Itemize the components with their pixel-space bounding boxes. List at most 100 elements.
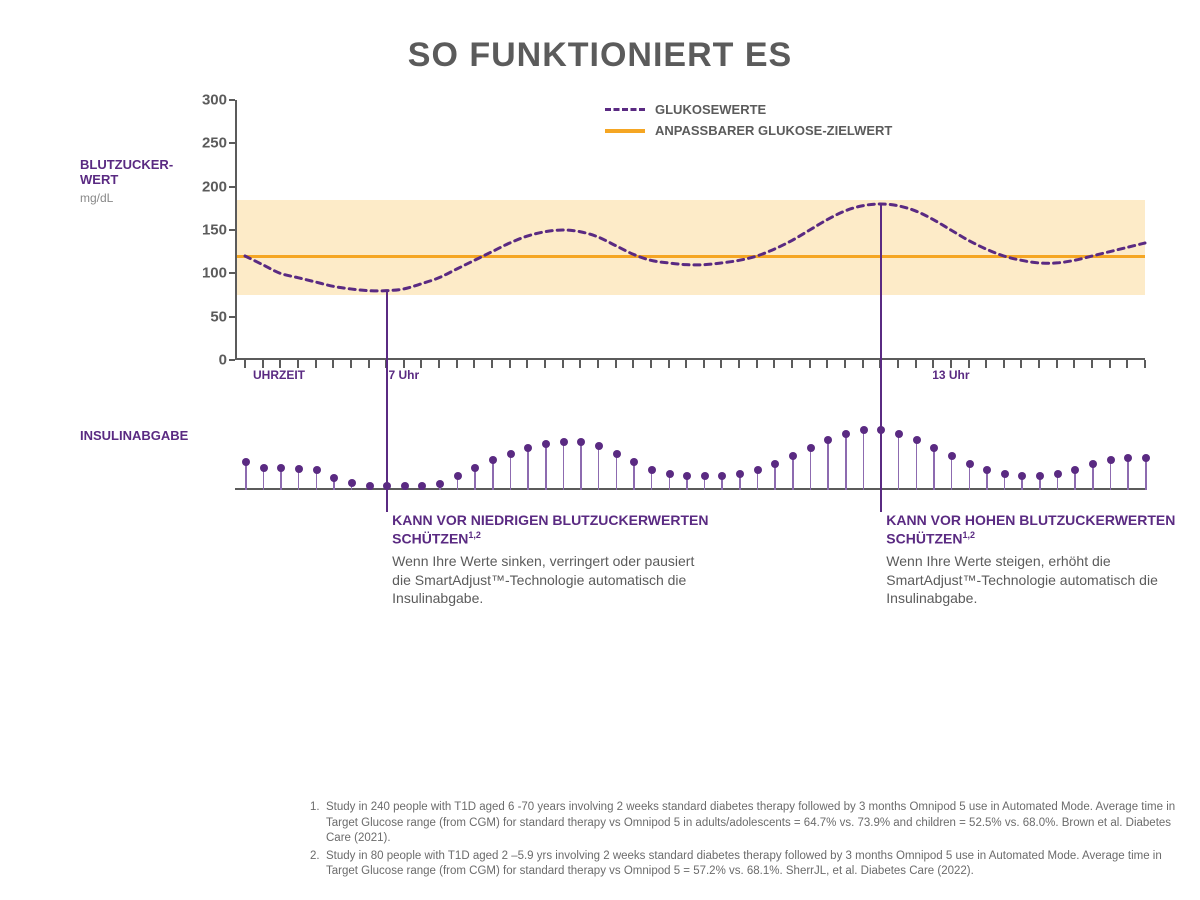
insulin-stem xyxy=(933,448,935,490)
x-tick-mark xyxy=(650,360,652,368)
insulin-dot xyxy=(948,452,956,460)
y-tick-label: 0 xyxy=(187,352,227,369)
y-tick-label: 150 xyxy=(187,222,227,239)
insulin-stem xyxy=(1074,470,1076,490)
insulin-stem xyxy=(845,434,847,490)
insulin-dot xyxy=(789,452,797,460)
x-tick-mark xyxy=(1073,360,1075,368)
y-axis-title: BLUTZUCKER-WERT xyxy=(80,158,185,188)
x-tick-mark xyxy=(403,360,405,368)
callout-high-sup: 1,2 xyxy=(963,530,976,540)
x-tick-mark xyxy=(544,360,546,368)
insulin-stem xyxy=(369,486,371,490)
glucose-plot: GLUKOSEWERTE ANPASSBARER GLUKOSE-ZIELWER… xyxy=(235,100,1145,360)
insulin-dot xyxy=(1071,466,1079,474)
legend-glucose-label: GLUKOSEWERTE xyxy=(655,102,766,117)
insulin-dot xyxy=(401,482,409,490)
legend-solid-icon xyxy=(605,129,645,133)
x-tick-mark xyxy=(968,360,970,368)
x-tick-mark xyxy=(562,360,564,368)
insulin-stem xyxy=(810,448,812,490)
x-tick-mark xyxy=(703,360,705,368)
insulin-dot xyxy=(507,450,515,458)
insulin-dot xyxy=(1142,454,1150,462)
x-tick-mark xyxy=(368,360,370,368)
insulin-stem xyxy=(774,464,776,490)
insulin-dot xyxy=(260,464,268,472)
footnote-2-text: Study in 80 people with T1D aged 2 –5.9 … xyxy=(326,849,1190,880)
insulin-dot xyxy=(1107,456,1115,464)
insulin-stem xyxy=(263,468,265,490)
x-tick-mark xyxy=(1020,360,1022,368)
x-tick-mark xyxy=(809,360,811,368)
insulin-dot xyxy=(1089,460,1097,468)
x-axis-label: 7 Uhr xyxy=(388,368,419,382)
insulin-dot xyxy=(666,470,674,478)
x-tick-mark xyxy=(985,360,987,368)
x-tick-mark xyxy=(262,360,264,368)
insulin-stem xyxy=(898,434,900,490)
insulin-stem xyxy=(1021,476,1023,490)
insulin-stem xyxy=(580,442,582,490)
x-tick-mark xyxy=(915,360,917,368)
insulin-dot xyxy=(542,440,550,448)
x-tick-mark xyxy=(491,360,493,368)
insulin-stem xyxy=(863,430,865,490)
x-tick-mark xyxy=(632,360,634,368)
insulin-dot xyxy=(930,444,938,452)
insulin-stem xyxy=(1092,464,1094,490)
y-axis-label: BLUTZUCKER-WERT mg/dL xyxy=(80,158,185,205)
insulin-dot xyxy=(277,464,285,472)
x-tick-mark xyxy=(897,360,899,368)
callout-low-sup: 1,2 xyxy=(468,530,481,540)
insulin-stem xyxy=(686,476,688,490)
callout-line-low xyxy=(386,291,388,512)
insulin-stem xyxy=(721,476,723,490)
insulin-dot xyxy=(824,436,832,444)
legend-glucose: GLUKOSEWERTE xyxy=(605,102,892,117)
insulin-dot xyxy=(242,458,250,466)
insulin-stem xyxy=(739,474,741,490)
footnote-1-text: Study in 240 people with T1D aged 6 -70 … xyxy=(326,800,1190,847)
insulin-stem xyxy=(757,470,759,490)
insulin-dot xyxy=(895,430,903,438)
callout-high-head: KANN VOR HOHEN BLUTZUCKERWERTEN SCHÜTZEN… xyxy=(886,512,1200,548)
callout-line-high xyxy=(880,204,882,512)
insulin-stem xyxy=(404,486,406,490)
y-tick-label: 50 xyxy=(187,308,227,325)
x-tick-mark xyxy=(1109,360,1111,368)
insulin-stem xyxy=(1004,474,1006,490)
x-tick-mark xyxy=(862,360,864,368)
insulin-stem xyxy=(316,470,318,490)
insulin-stem xyxy=(827,440,829,490)
x-tick-mark xyxy=(668,360,670,368)
legend-target-label: ANPASSBARER GLUKOSE-ZIELWERT xyxy=(655,123,892,138)
insulin-dot xyxy=(1036,472,1044,480)
insulin-stem xyxy=(510,454,512,490)
x-tick-mark xyxy=(315,360,317,368)
x-tick-mark xyxy=(1056,360,1058,368)
insulin-dot xyxy=(471,464,479,472)
y-tick-mark xyxy=(229,359,235,361)
insulin-dot xyxy=(1124,454,1132,462)
insulin-stem xyxy=(457,476,459,490)
insulin-stem xyxy=(616,454,618,490)
footnote-1: 1.Study in 240 people with T1D aged 6 -7… xyxy=(310,800,1190,847)
insulin-dot xyxy=(754,466,762,474)
x-axis-label: UHRZEIT xyxy=(253,368,305,382)
y-tick-mark xyxy=(229,186,235,188)
x-tick-mark xyxy=(826,360,828,368)
x-tick-mark xyxy=(456,360,458,368)
y-axis-unit: mg/dL xyxy=(80,191,185,205)
insulin-stem xyxy=(669,474,671,490)
insulin-stem xyxy=(598,446,600,490)
insulin-stem xyxy=(527,448,529,490)
y-tick-mark xyxy=(229,316,235,318)
insulin-dot xyxy=(771,460,779,468)
footnote-2-num: 2. xyxy=(310,849,322,880)
callout-low-body: Wenn Ihre Werte sinken, verringert oder … xyxy=(392,552,712,609)
y-tick-mark xyxy=(229,99,235,101)
insulin-dot xyxy=(454,472,462,480)
x-tick-mark xyxy=(597,360,599,368)
insulin-dot xyxy=(860,426,868,434)
